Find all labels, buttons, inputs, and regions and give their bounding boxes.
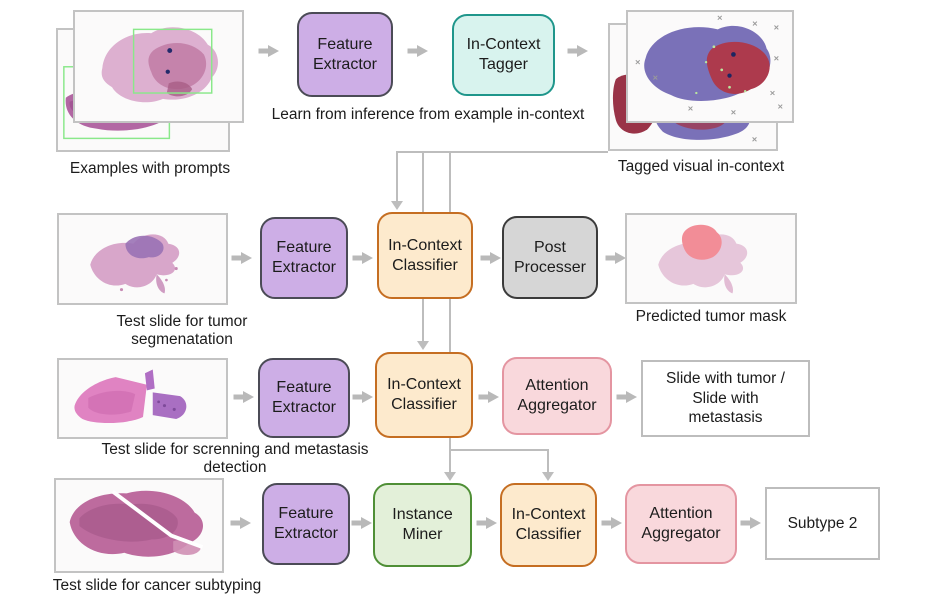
test-slide-image-subtyping (54, 478, 224, 573)
right-arrow-icon (740, 516, 762, 530)
down-arrowhead-icon (444, 472, 456, 481)
right-arrow-icon (407, 44, 429, 58)
right-arrow-icon (352, 251, 374, 265)
row2-input-caption: Test slide for tumor segmenatation (116, 313, 248, 348)
down-arrowhead-icon (417, 341, 429, 350)
feature-extractor-box: Feature Extractor (262, 483, 350, 565)
feature-extractor-box: Feature Extractor (297, 12, 393, 97)
box-label: Attention Aggregator (517, 377, 597, 414)
connector-line (547, 449, 549, 473)
right-arrow-icon (616, 390, 638, 404)
tagged-slide-image-front (626, 10, 794, 123)
examples-slide-image-front (73, 10, 244, 123)
right-arrow-icon (233, 390, 255, 404)
right-arrow-icon (258, 44, 280, 58)
instance-miner-box: Instance Miner (373, 483, 472, 567)
box-label: Feature Extractor (273, 505, 338, 542)
box-label: Post Processer (513, 238, 587, 276)
connector-line (396, 151, 398, 201)
examples-caption: Examples with prompts (69, 160, 231, 177)
post-processer-box: Post Processer (502, 216, 598, 299)
feature-extractor-box: Feature Extractor (260, 217, 348, 299)
right-arrow-icon (476, 516, 498, 530)
attention-aggregator-box: Attention Aggregator (502, 357, 612, 435)
box-label: Attention Aggregator (641, 505, 721, 542)
box-label: Feature Extractor (271, 239, 336, 276)
histology-slide-art (101, 27, 218, 103)
predicted-tumor-mask-image (625, 213, 797, 304)
box-label: Instance Miner (392, 506, 453, 543)
row2-output-caption: Predicted tumor mask (635, 308, 787, 325)
histology-slide-art (635, 15, 783, 115)
histology-slide-art (658, 224, 748, 294)
in-context-classifier-box: In-Context Classifier (375, 352, 473, 438)
box-label: Feature Extractor (271, 379, 336, 416)
right-arrow-icon (478, 390, 500, 404)
test-slide-image-screening (57, 358, 228, 439)
result-label: Slide with tumor / Slide with metastasis (666, 370, 785, 427)
connector-line (397, 151, 608, 153)
connector-line (449, 449, 549, 451)
histology-slide-art (69, 489, 204, 557)
right-arrow-icon (605, 251, 627, 265)
down-arrowhead-icon (542, 472, 554, 481)
box-label: Feature Extractor (312, 35, 377, 73)
histology-slide-art (90, 234, 180, 294)
down-arrowhead-icon (391, 201, 403, 210)
right-arrow-icon (601, 516, 623, 530)
connector-line (449, 151, 451, 473)
box-label: In-Context Tagger (466, 36, 541, 73)
right-arrow-icon (231, 251, 253, 265)
feature-extractor-box: Feature Extractor (258, 358, 350, 438)
right-arrow-icon (480, 251, 502, 265)
right-arrow-icon (352, 390, 374, 404)
right-arrow-icon (351, 516, 373, 530)
right-arrow-icon (567, 44, 589, 58)
attention-aggregator-box: Attention Aggregator (625, 484, 737, 564)
test-slide-image-segmentation (57, 213, 228, 305)
box-label: In-Context Classifier (387, 376, 461, 413)
row4-result-box: Subtype 2 (765, 487, 880, 560)
box-label: In-Context Classifier (388, 236, 462, 274)
row3-input-caption: Test slide for screnning and metastasis … (101, 441, 369, 476)
tagged-caption: Tagged visual in-context (617, 158, 785, 175)
in-context-tagger-box: In-Context Tagger (452, 14, 555, 96)
right-arrow-icon (230, 516, 252, 530)
row3-result-box: Slide with tumor / Slide with metastasis (641, 360, 810, 437)
row4-input-caption: Test slide for cancer subtyping (52, 577, 262, 594)
in-context-classifier-box: In-Context Classifier (377, 212, 473, 299)
in-context-classifier-box: In-Context Classifier (500, 483, 597, 567)
result-label: Subtype 2 (787, 514, 858, 532)
row1-note: Learn from inference from example in-con… (271, 106, 585, 123)
histology-slide-art (74, 369, 187, 424)
box-label: In-Context Classifier (511, 506, 586, 543)
